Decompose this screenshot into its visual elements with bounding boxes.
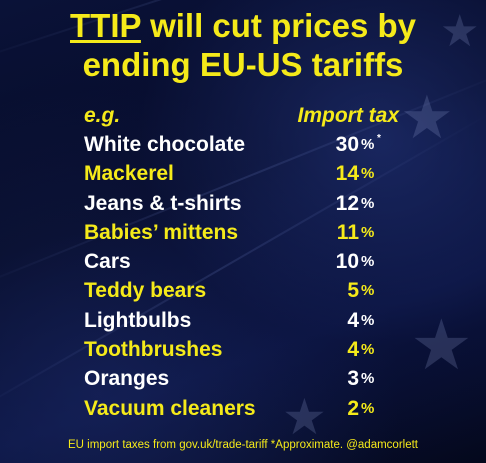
percent-sign: % <box>361 311 375 329</box>
tax-value: 4 <box>347 338 359 362</box>
product-name: Toothbrushes <box>84 338 223 362</box>
tariff-table: White chocolate 30 % * Mackerel 14 % Jea… <box>0 130 486 423</box>
tax-value: 30 <box>335 133 359 156</box>
tariff-row: White chocolate 30 % * <box>0 130 486 159</box>
eu-star-icon: ★ <box>282 388 327 446</box>
tax-value: 5 <box>347 279 359 303</box>
tax-value: 12 <box>335 191 359 215</box>
product-name: White chocolate <box>84 133 246 156</box>
percent-sign: % <box>361 282 375 300</box>
approximate-mark: * <box>377 133 381 144</box>
percent-sign: % <box>361 399 375 417</box>
tariff-row: Vacuum cleaners 2 % <box>0 394 486 423</box>
tax-value: 11 <box>336 220 359 244</box>
percent-sign: % <box>361 136 375 153</box>
product-name: Mackerel <box>84 162 174 186</box>
product-name: Lightbulbs <box>84 308 192 332</box>
tax-value: 2 <box>347 396 359 420</box>
percent-sign: % <box>361 341 375 359</box>
headline-line-1: TTIP will cut prices by <box>0 6 486 45</box>
product-name: Teddy bears <box>84 279 207 303</box>
headline-line-2: ending EU-US tariffs <box>82 46 404 83</box>
tax-value: 10 <box>335 250 359 274</box>
tariff-row: Lightbulbs 4 % <box>0 306 486 335</box>
product-name: Vacuum cleaners <box>84 396 256 420</box>
column-header-import-tax: Import tax <box>297 104 399 127</box>
tariff-row: Toothbrushes 4 % <box>0 335 486 364</box>
eu-star-icon: ★ <box>410 304 473 386</box>
tax-value: 14 <box>335 162 359 186</box>
percent-sign: % <box>361 253 375 271</box>
tax-value: 4 <box>347 308 359 332</box>
headline-brand: TTIP <box>70 7 141 44</box>
tariff-row: Babies’ mittens 11 % <box>0 218 486 247</box>
product-name: Cars <box>84 250 131 274</box>
column-header-examples: e.g. <box>84 104 121 127</box>
tariff-row: Oranges 3 % <box>0 364 486 393</box>
tax-value: 3 <box>347 367 359 391</box>
product-name: Jeans & t-shirts <box>84 191 242 215</box>
percent-sign: % <box>361 223 375 241</box>
tariff-row: Mackerel 14 % <box>0 159 486 188</box>
headline: TTIP will cut prices by ending EU-US tar… <box>0 6 486 84</box>
tariff-row: Jeans & t-shirts 12 % <box>0 189 486 218</box>
eu-star-icon: ★ <box>400 83 454 153</box>
source-footnote: EU import taxes from gov.uk/trade-tariff… <box>68 439 418 451</box>
percent-sign: % <box>361 165 375 183</box>
tariff-row: Cars 10 % <box>0 247 486 276</box>
product-name: Oranges <box>84 367 170 391</box>
percent-sign: % <box>361 194 375 212</box>
percent-sign: % <box>361 370 375 388</box>
headline-line-1-rest: will cut prices by <box>140 7 416 44</box>
tariff-row: Teddy bears 5 % <box>0 276 486 305</box>
eu-star-icon: ★ <box>440 6 480 57</box>
product-name: Babies’ mittens <box>84 220 239 244</box>
